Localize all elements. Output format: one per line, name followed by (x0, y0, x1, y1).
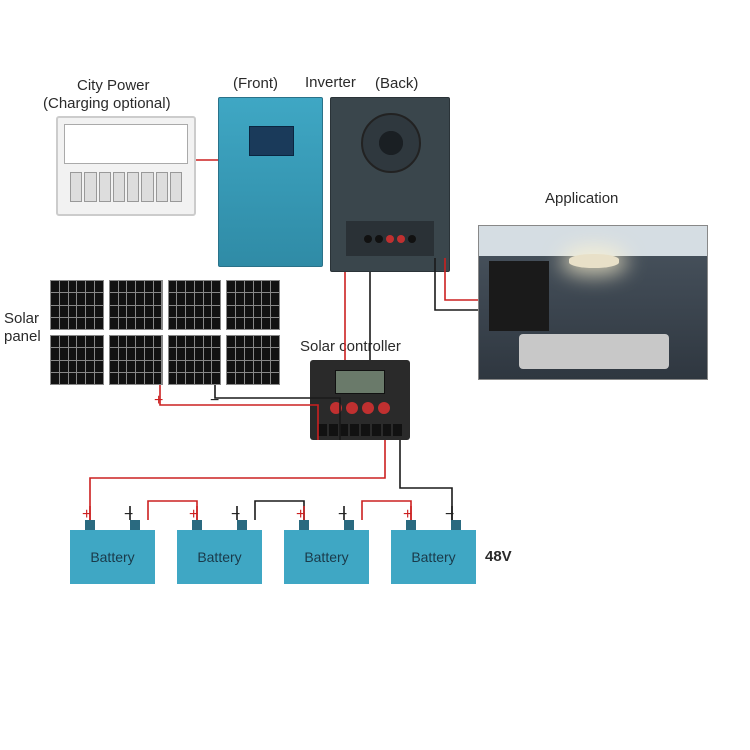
lamp-icon (569, 254, 619, 268)
sofa-icon (519, 334, 669, 369)
solar-panel-cell (226, 335, 280, 385)
minus-icon: − (231, 506, 240, 524)
inverter-fan-icon (361, 113, 421, 173)
wall-panel (489, 261, 549, 331)
city-power-door (64, 124, 188, 164)
minus-icon: − (124, 506, 133, 524)
solar-panel-label-2: panel (4, 328, 41, 345)
application-room (478, 225, 708, 380)
plus-icon: + (296, 506, 305, 524)
plus-icon: + (154, 392, 163, 410)
inverter-label: Inverter (305, 74, 356, 91)
plus-icon: + (189, 506, 198, 524)
battery: Battery (284, 530, 369, 584)
minus-icon: − (210, 392, 219, 410)
battery: Battery (177, 530, 262, 584)
room-ceiling (479, 226, 707, 256)
solar-panel-cell (50, 280, 104, 330)
solar-panel-cell (168, 280, 222, 330)
solar-panel (50, 280, 280, 385)
solar-panel-cell (226, 280, 280, 330)
city-power-label-1: City Power (77, 77, 150, 94)
voltage-label: 48V (485, 548, 512, 565)
solar-panel-cell (109, 280, 163, 330)
city-power-box (56, 116, 196, 216)
solar-panel-cell (109, 335, 163, 385)
solar-controller-terminals (318, 424, 402, 436)
plus-icon: + (403, 506, 412, 524)
battery-row: Battery Battery Battery Battery (70, 530, 476, 584)
battery: Battery (70, 530, 155, 584)
solar-controller (310, 360, 410, 440)
solar-panel-label-1: Solar (4, 310, 39, 327)
plus-icon: + (82, 506, 91, 524)
inverter-ports (346, 221, 434, 256)
front-label: (Front) (233, 75, 278, 92)
solar-panel-cell (168, 335, 222, 385)
inverter-front (218, 97, 323, 267)
city-power-breakers (70, 172, 182, 202)
back-label: (Back) (375, 75, 418, 92)
solar-controller-label: Solar controller (300, 338, 401, 355)
city-power-label-2: (Charging optional) (43, 95, 171, 112)
minus-icon: − (338, 506, 347, 524)
application-label: Application (545, 190, 618, 207)
solar-controller-screen (335, 370, 385, 394)
minus-icon: − (445, 506, 454, 524)
inverter-back (330, 97, 450, 272)
battery: Battery (391, 530, 476, 584)
solar-controller-buttons (320, 402, 400, 416)
solar-panel-cell (50, 335, 104, 385)
inverter-front-screen (249, 126, 294, 156)
